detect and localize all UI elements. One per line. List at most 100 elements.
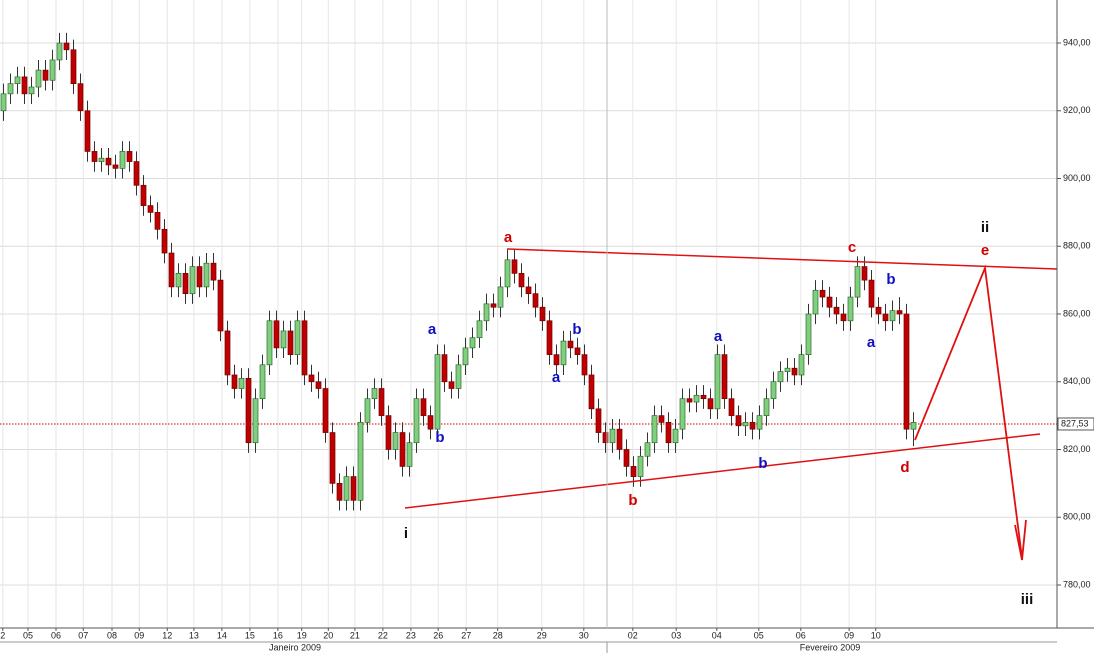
x-tick-label: 14	[217, 630, 227, 640]
x-tick-label: 26	[433, 630, 443, 640]
candle-body	[644, 442, 651, 457]
candle-body	[819, 289, 826, 298]
candle-body	[161, 228, 168, 254]
candle-body	[399, 432, 406, 467]
month-label: Janeiro 2009	[269, 642, 321, 652]
candle-body	[392, 432, 399, 450]
candle-body	[448, 381, 455, 389]
candle-body	[511, 259, 518, 274]
candle-body	[518, 273, 525, 288]
candle-body	[322, 388, 329, 433]
wave-label: a	[504, 229, 513, 246]
projection-arrow	[914, 264, 1023, 559]
candle-body	[315, 381, 322, 389]
x-tick-label: 20	[323, 630, 333, 640]
candle-body	[91, 151, 98, 162]
candle-body	[791, 367, 798, 376]
candle-body	[231, 374, 238, 389]
candle-body	[364, 398, 371, 423]
candle-body	[574, 347, 581, 355]
x-tick-label: 02	[628, 630, 638, 640]
candle-body	[98, 157, 105, 162]
candle-body	[651, 415, 658, 444]
x-tick-label: 2	[0, 630, 5, 640]
lower-trendline	[404, 433, 1041, 509]
candle-body	[7, 83, 14, 95]
candle-body	[147, 205, 154, 213]
candle-body	[672, 428, 679, 444]
candle-body	[28, 86, 35, 95]
candle-body	[777, 371, 784, 383]
x-tick-label: 13	[189, 630, 199, 640]
candle-body	[798, 354, 805, 376]
grid	[0, 0, 1057, 628]
x-tick-label: 27	[461, 630, 471, 640]
candle-body	[420, 398, 427, 416]
x-tick-label: 22	[378, 630, 388, 640]
wave-label: iii	[1021, 591, 1034, 608]
candle-body	[56, 42, 63, 61]
candle-body	[336, 483, 343, 501]
candle-body	[210, 262, 217, 281]
wave-label: b	[758, 455, 767, 472]
candle-body	[308, 374, 315, 383]
wave-label: a	[552, 369, 561, 386]
x-tick-label: 06	[51, 630, 61, 640]
candle-body	[532, 293, 539, 308]
candle-body	[623, 449, 630, 467]
wave-label: d	[900, 459, 909, 476]
wave-label: b	[886, 271, 895, 288]
x-tick-label: 07	[78, 630, 88, 640]
candle-body	[679, 398, 686, 430]
candle-body	[826, 296, 833, 308]
candle-body	[343, 476, 350, 501]
candle-body	[896, 310, 903, 315]
y-tick-label: 800,00	[1063, 512, 1091, 522]
arrow-head	[1014, 519, 1027, 561]
x-tick-label: 15	[245, 630, 255, 640]
candle-body	[861, 266, 868, 281]
x-tick-label: 28	[493, 630, 503, 640]
candle-body	[378, 388, 385, 416]
candle-body	[707, 398, 714, 410]
candle-body	[770, 381, 777, 400]
candle-body	[175, 273, 182, 288]
candle-body	[539, 306, 546, 322]
x-tick-label: 23	[406, 630, 416, 640]
wave-label: b	[435, 429, 444, 446]
candle-body	[609, 428, 616, 444]
candle-body	[616, 428, 623, 450]
candle-body	[735, 415, 742, 427]
candle-body	[833, 306, 840, 315]
x-tick-label: 04	[712, 630, 722, 640]
x-tick-label: 19	[297, 630, 307, 640]
month-label: Fevereiro 2009	[800, 642, 861, 652]
candle-body	[784, 367, 791, 372]
candle-body	[266, 320, 273, 366]
candle-body	[63, 42, 70, 51]
wave-label: i	[404, 525, 408, 542]
candle-body	[462, 347, 469, 366]
candle-body	[189, 266, 196, 295]
x-tick-label: 30	[579, 630, 589, 640]
candle-body	[217, 279, 224, 332]
candle-body	[756, 415, 763, 430]
candle-body	[126, 151, 133, 162]
candle-body	[196, 266, 203, 288]
x-tick-label: 06	[796, 630, 806, 640]
x-tick-label: 03	[671, 630, 681, 640]
x-tick-label: 29	[537, 630, 547, 640]
wave-label: c	[848, 239, 856, 256]
candle-body	[294, 320, 301, 355]
candle-body	[875, 306, 882, 315]
y-tick-label: 820,00	[1063, 444, 1091, 454]
candle-body	[686, 398, 693, 403]
candle-body	[287, 330, 294, 355]
candle-body	[406, 442, 413, 467]
candle-body	[560, 340, 567, 366]
candle-body	[882, 313, 889, 322]
candle-body	[700, 394, 707, 400]
